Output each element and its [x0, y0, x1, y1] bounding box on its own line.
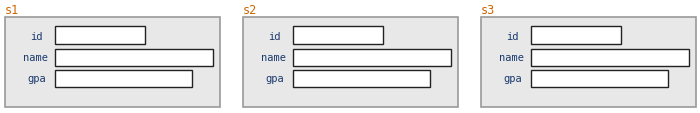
Bar	[531, 70, 668, 87]
Text: s1: s1	[5, 4, 20, 17]
Bar	[5, 18, 220, 107]
Text: id: id	[268, 32, 281, 42]
Bar	[55, 50, 213, 66]
Bar	[55, 27, 145, 45]
Bar	[531, 50, 689, 66]
Text: id: id	[30, 32, 43, 42]
Text: name: name	[499, 53, 524, 62]
Bar	[531, 27, 621, 45]
Bar	[293, 70, 430, 87]
Bar	[55, 70, 192, 87]
Bar	[243, 18, 458, 107]
Text: name: name	[261, 53, 286, 62]
Text: s2: s2	[243, 4, 258, 17]
Text: gpa: gpa	[27, 73, 46, 83]
Text: name: name	[23, 53, 48, 62]
Bar	[293, 27, 383, 45]
Bar	[481, 18, 696, 107]
Text: gpa: gpa	[503, 73, 522, 83]
Text: gpa: gpa	[265, 73, 284, 83]
Text: s3: s3	[481, 4, 496, 17]
Bar	[293, 50, 451, 66]
Text: id: id	[506, 32, 519, 42]
